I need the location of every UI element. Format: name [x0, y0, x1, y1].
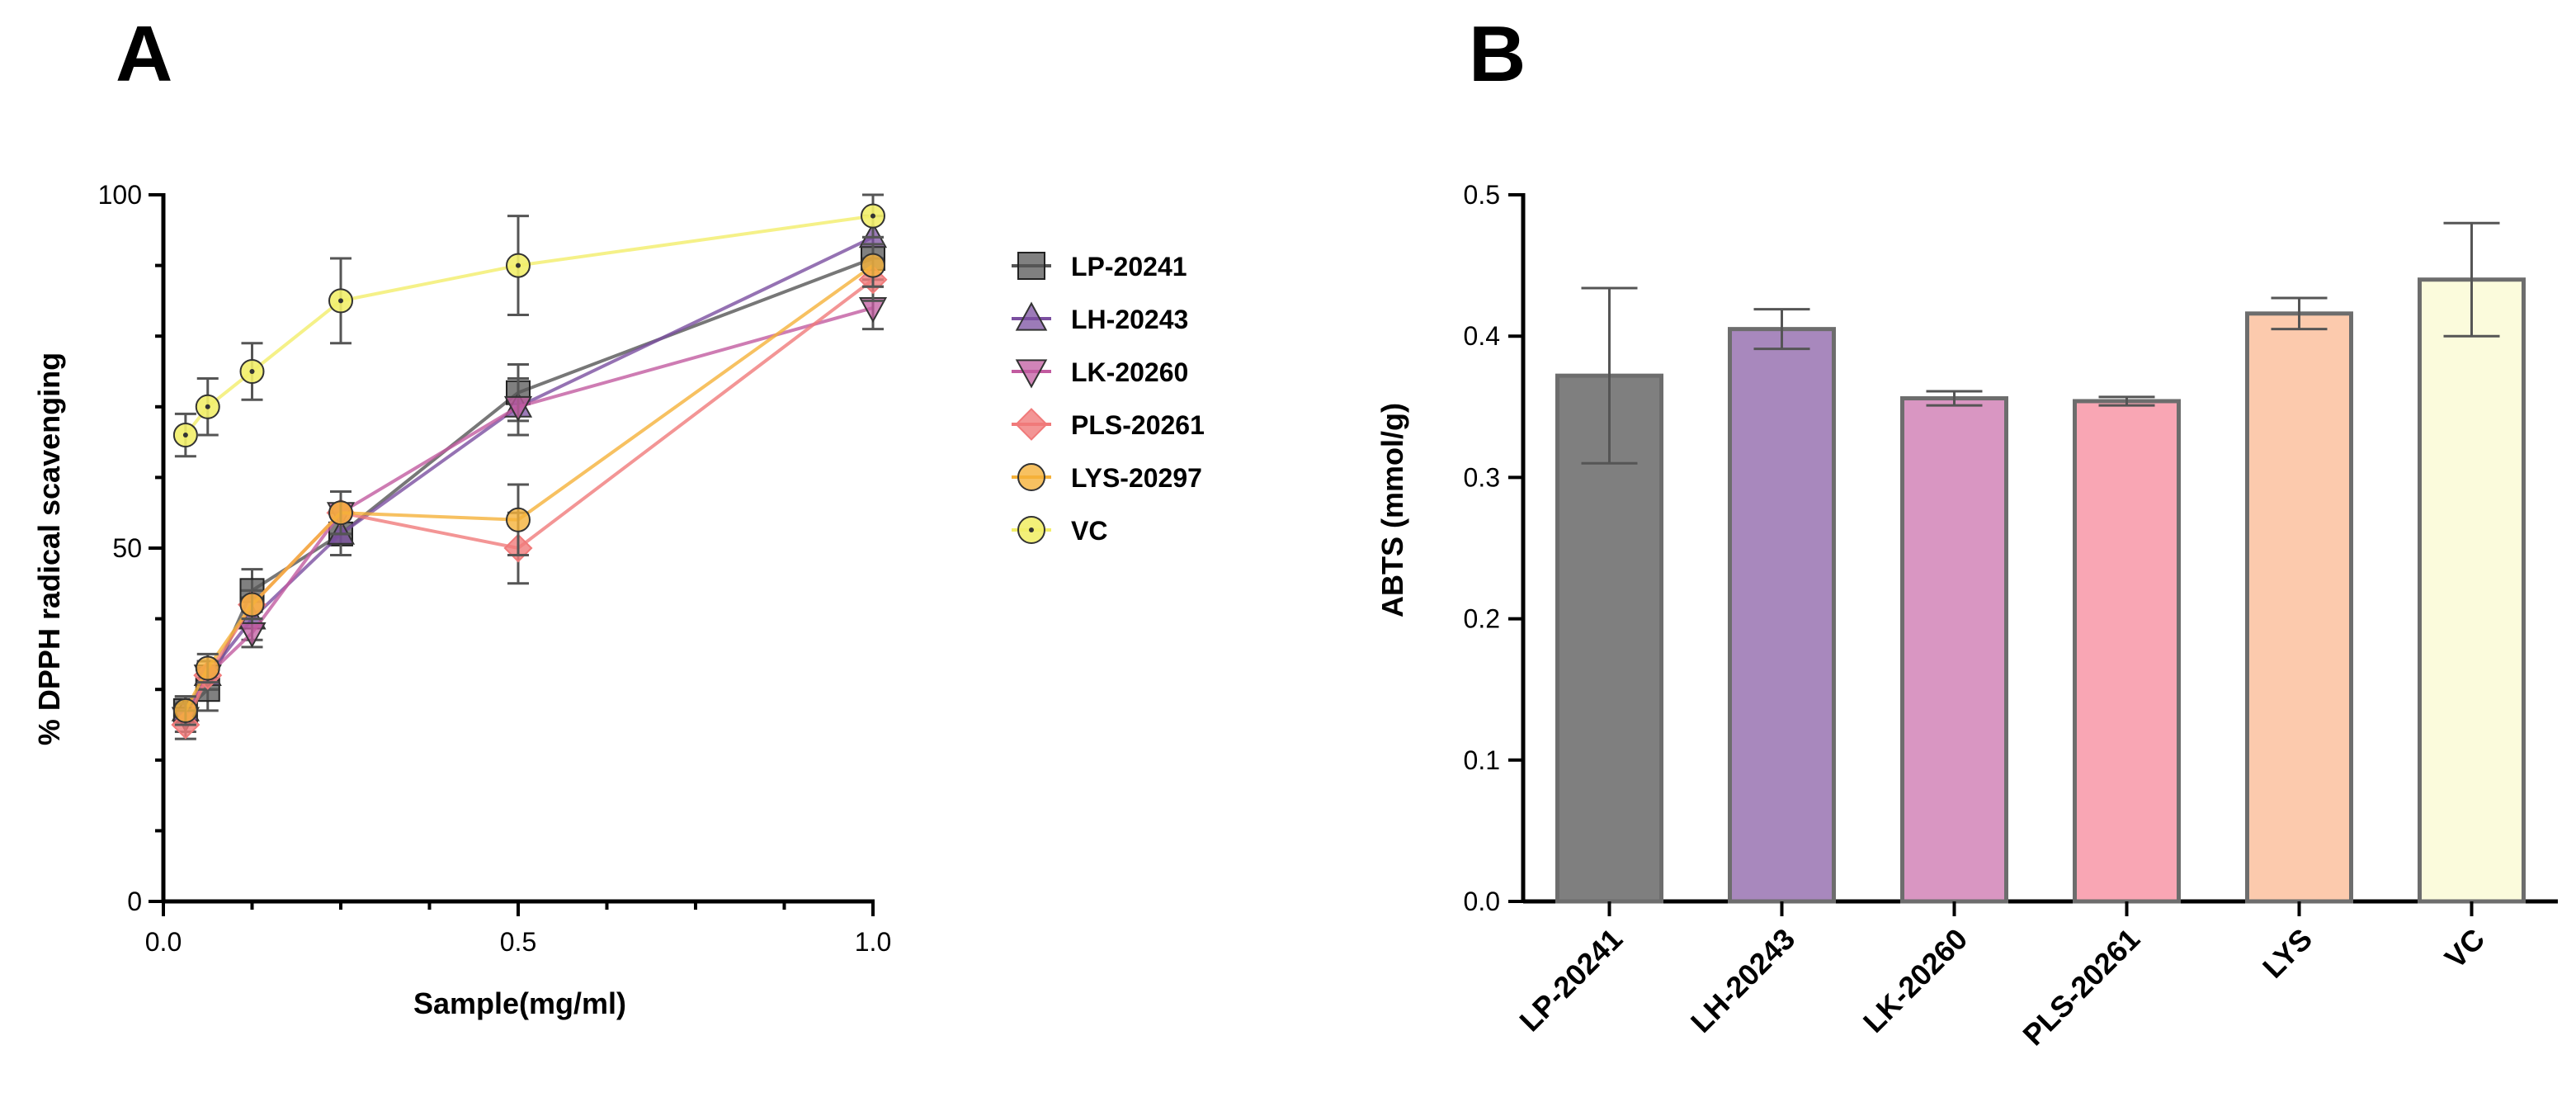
circle-marker	[328, 500, 353, 526]
circle-dot-center	[1029, 527, 1034, 532]
legend-label: LK-20260	[1071, 357, 1188, 387]
circle-marker	[861, 253, 885, 278]
y-tick-label: 0	[127, 887, 142, 916]
bar-pls-20261	[2073, 399, 2181, 904]
series-lys-20297	[172, 243, 885, 726]
circle-marker	[195, 655, 220, 681]
y-axis-label: % DPPH radical scavenging	[32, 352, 66, 745]
bar-lh-20243	[1728, 327, 1836, 904]
category-label: LP-20241	[1512, 922, 1629, 1038]
diamond-marker	[1015, 408, 1048, 441]
circle-marker	[1017, 463, 1045, 491]
x-tick-label: 0.5	[500, 927, 536, 957]
panel-label-b: B	[1469, 10, 1526, 98]
circle-dot-center	[182, 433, 188, 438]
square-marker	[1017, 252, 1045, 280]
circle-dot-center	[870, 213, 875, 219]
y-axis-label-b: ABTS (mmol/g)	[1375, 403, 1409, 617]
y-tick-label-b: 0.1	[1464, 745, 1500, 775]
series-line	[184, 278, 875, 726]
series-lp-20241	[172, 235, 885, 726]
legend-label: VC	[1071, 516, 1107, 546]
legend-label: LH-20243	[1071, 305, 1188, 334]
y-tick-label-b: 0.4	[1464, 321, 1500, 351]
series-lk-20260	[171, 285, 888, 734]
triangle-down-marker	[1015, 359, 1048, 389]
triangle-up-marker	[1015, 301, 1048, 331]
category-label: PLS-20261	[2016, 922, 2146, 1052]
circle-dot-center	[516, 262, 521, 268]
y-tick-label-b: 0.0	[1464, 887, 1500, 916]
category-label: LK-20260	[1857, 922, 1974, 1039]
bar-vc	[2418, 277, 2526, 904]
triangle-down-marker	[503, 395, 533, 422]
y-tick-label-b: 0.3	[1464, 462, 1500, 492]
panel-label-a: A	[116, 10, 172, 98]
y-tick-label-b: 0.2	[1464, 604, 1500, 634]
circle-dot-center	[249, 369, 255, 374]
legend-label: PLS-20261	[1071, 410, 1205, 440]
x-tick-label: 0.0	[145, 927, 182, 957]
abts-bar-chart: ABTS (mmol/g) 0.0 0.1 0.2 0.3 0.4 0.5 LP-20241…	[1375, 180, 2558, 1052]
category-label: VC	[2438, 922, 2491, 975]
legend-label: LYS-20297	[1071, 463, 1202, 493]
y-tick-label-b: 0.5	[1464, 180, 1500, 210]
circle-marker	[172, 698, 198, 723]
legend-label: LP-20241	[1071, 252, 1187, 281]
circle-marker	[239, 592, 265, 617]
series-line	[184, 235, 874, 712]
triangle-down-marker	[238, 622, 267, 648]
x-tick-label: 1.0	[855, 927, 891, 957]
circle-marker	[506, 507, 531, 532]
circle-dot-center	[205, 404, 210, 409]
series-line	[184, 257, 874, 712]
circle-dot-center	[338, 298, 343, 304]
category-label: LYS	[2256, 922, 2319, 985]
series-vc	[172, 193, 885, 458]
series-pls-20261	[171, 257, 888, 740]
bar-lys	[2245, 311, 2353, 904]
series-line	[184, 263, 875, 712]
y-tick-label: 100	[98, 180, 142, 210]
category-label: LH-20243	[1684, 922, 1801, 1039]
x-axis-label: Sample(mg/ml)	[413, 986, 626, 1020]
y-tick-label: 50	[112, 533, 142, 563]
dpph-line-chart: Sample(mg/ml) % DPPH radical scavenging …	[32, 180, 891, 1020]
legend: LP-20241 LH-20243 LK-20260 PLS-20261 LYS-202…	[1012, 252, 1205, 546]
bar-lk-20260	[1900, 396, 2008, 904]
